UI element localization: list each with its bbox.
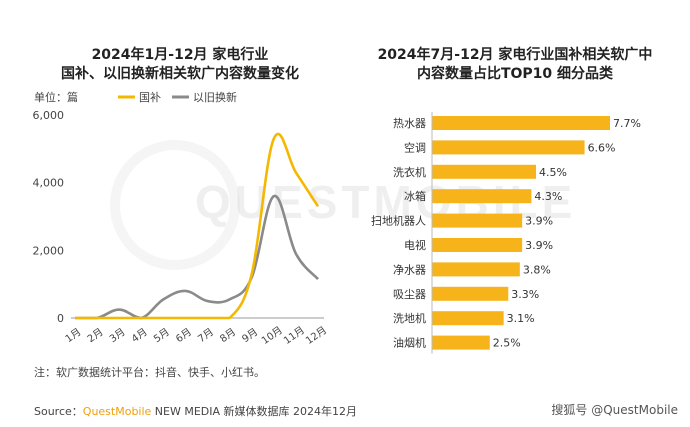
value-label: 2.5%: [493, 337, 521, 350]
category-label: 热水器: [393, 117, 426, 130]
bar: [432, 238, 523, 252]
bar-chart: 热水器 7.7% 空调 6.6% 洗衣机 4.5% 冰箱 4.3% 扫地机器人 3.9% 电视 3.9…: [371, 112, 641, 354]
y-tick-label: 4,000: [33, 177, 65, 190]
source-brand: QuestMobile: [82, 405, 152, 418]
right-title-line1: 2024年7月-12月 家电行业国补相关软广中: [377, 47, 653, 63]
left-title-line1: 2024年1月-12月 家电行业: [91, 47, 269, 63]
series-line-1: [75, 132, 320, 320]
value-label: 3.3%: [511, 288, 539, 301]
right-title-line2: 内容数量占比TOP10 细分品类: [416, 66, 614, 82]
value-label: 4.3%: [534, 190, 562, 203]
source-line: Source：QuestMobile NEW MEDIA 新媒体数据库 2024…: [34, 403, 357, 419]
value-label: 6.6%: [588, 141, 616, 154]
category-label: 净水器: [393, 262, 426, 276]
y-tick-label: 6,000: [33, 109, 65, 122]
category-label: 空调: [404, 140, 426, 154]
value-label: 7.7%: [613, 117, 641, 130]
bar: [432, 286, 509, 301]
bar: [432, 116, 610, 130]
y-tick-label: 2,000: [33, 244, 65, 257]
source-prefix: Source：: [34, 405, 83, 418]
category-label: 扫地机器人: [371, 214, 426, 228]
category-label: 吸尘器: [393, 288, 426, 301]
bar: [432, 164, 537, 179]
bar: [432, 311, 504, 326]
bar: [432, 140, 585, 155]
left-chart-title: 2024年1月-12月 家电行业 国补、以旧换新相关软广内容数量变化: [30, 46, 330, 84]
footnote: 注：软广数据统计平台：抖音、快手、小红书。: [34, 366, 265, 379]
category-label: 洗地机: [393, 311, 426, 325]
credit-text: 搜狐号 @QuestMobile: [551, 403, 678, 417]
legend-label-2: 以旧换新: [193, 90, 237, 104]
category-label: 冰箱: [404, 189, 426, 203]
bar: [432, 262, 520, 277]
bar: [432, 335, 490, 350]
value-label: 3.9%: [525, 239, 553, 252]
source-rest: NEW MEDIA 新媒体数据库 2024年12月: [151, 405, 358, 418]
y-tick-label: 0: [57, 312, 64, 325]
right-chart-title: 2024年7月-12月 家电行业国补相关软广中 内容数量占比TOP10 细分品类: [355, 46, 675, 84]
unit-label: 单位：篇: [34, 90, 78, 104]
series-line-2: [75, 194, 319, 320]
value-label: 4.5%: [539, 166, 567, 179]
legend-label-1: 国补: [139, 91, 161, 104]
value-label: 3.1%: [507, 312, 535, 325]
category-label: 电视: [404, 238, 426, 252]
left-title-line2: 国补、以旧换新相关软广内容数量变化: [61, 66, 299, 82]
value-label: 3.8%: [523, 263, 551, 276]
category-label: 油烟机: [393, 336, 426, 350]
watermark-logo-circle: [110, 140, 240, 270]
bar: [432, 189, 532, 204]
bar: [432, 213, 523, 228]
category-label: 洗衣机: [393, 165, 426, 179]
value-label: 3.9%: [525, 215, 553, 228]
